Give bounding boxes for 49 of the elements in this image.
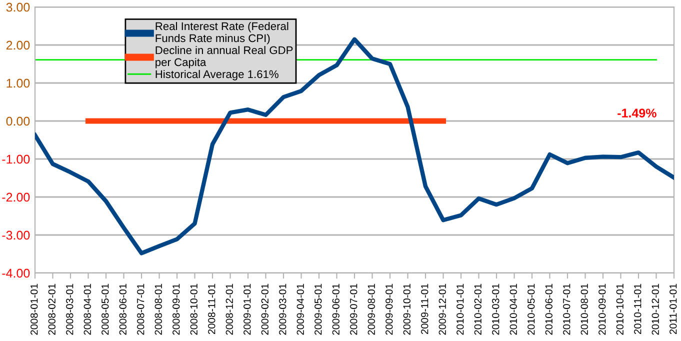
- x-tick-label: 2009-09-01: [386, 284, 393, 335]
- x-tick-label: 2009-07-01: [350, 284, 358, 335]
- y-tick-label: 1.00: [6, 78, 30, 88]
- y-tick-label: -4.00: [2, 268, 30, 278]
- x-tick-label: 2008-03-01: [66, 284, 74, 335]
- x-tick-label: 2010-11-01: [634, 284, 642, 334]
- y-tick-label: -3.00: [2, 230, 30, 240]
- x-tick-label: 2009-06-01: [332, 284, 340, 335]
- x-tick-label: 2011-01-01: [670, 284, 677, 334]
- legend-label: Historical Average 1.61%: [156, 70, 278, 80]
- x-tick-label: 2009-08-01: [368, 284, 375, 335]
- x-tick-label: 2009-04-01: [296, 284, 304, 335]
- x-tick-label: 2009-05-01: [314, 284, 322, 335]
- x-tick-label: 2008-01-01: [30, 284, 38, 335]
- x-tick-label: 2008-02-01: [48, 284, 56, 335]
- y-tick-label: 3.00: [6, 2, 30, 12]
- x-tick-label: 2009-10-01: [403, 284, 410, 335]
- legend-label: Decline in annual Real GDP per Capita: [156, 46, 293, 68]
- x-tick-label: 2008-07-01: [137, 284, 144, 335]
- x-tick-label: 2009-03-01: [279, 284, 286, 335]
- x-tick-label: 2010-12-01: [652, 284, 659, 335]
- x-tick-label: 2010-08-01: [580, 284, 588, 335]
- y-tick-label: -1.00: [2, 154, 30, 164]
- x-tick-label: 2010-09-01: [598, 284, 606, 335]
- y-tick-label: -2.00: [2, 192, 30, 202]
- x-tick-label: 2010-10-01: [616, 284, 624, 335]
- x-tick-label: 2009-02-01: [261, 284, 268, 335]
- y-tick-label: 2.00: [6, 40, 30, 50]
- y-tick-label: 0.00: [6, 116, 30, 126]
- x-tick-label: 2009-11-01: [421, 284, 428, 334]
- x-tick-label: 2008-12-01: [226, 284, 233, 335]
- x-tick-label: 2008-06-01: [119, 284, 126, 335]
- x-tick-label: 2008-10-01: [190, 284, 198, 335]
- x-tick-label: 2009-01-01: [244, 284, 251, 335]
- x-tick-label: 2010-03-01: [492, 284, 500, 335]
- x-tick-label: 2010-07-01: [563, 284, 570, 335]
- x-tick-label: 2008-11-01: [208, 284, 216, 334]
- x-tick-label: 2009-12-01: [438, 284, 446, 335]
- x-tick-label: 2008-04-01: [84, 284, 91, 335]
- x-tick-label: 2010-05-01: [528, 284, 535, 335]
- x-tick-label: 2010-06-01: [545, 284, 552, 335]
- legend-label: Real Interest Rate (Federal Funds Rate minus CPI): [156, 22, 288, 44]
- x-tick-label: 2010-02-01: [474, 284, 482, 335]
- x-tick-label: 2010-04-01: [510, 284, 517, 335]
- x-tick-label: 2008-05-01: [102, 284, 109, 335]
- x-tick-label: 2008-08-01: [154, 284, 162, 335]
- annotation: -1.49%: [618, 108, 656, 118]
- x-tick-label: 2008-09-01: [172, 284, 180, 335]
- x-tick-label: 2010-01-01: [456, 284, 464, 335]
